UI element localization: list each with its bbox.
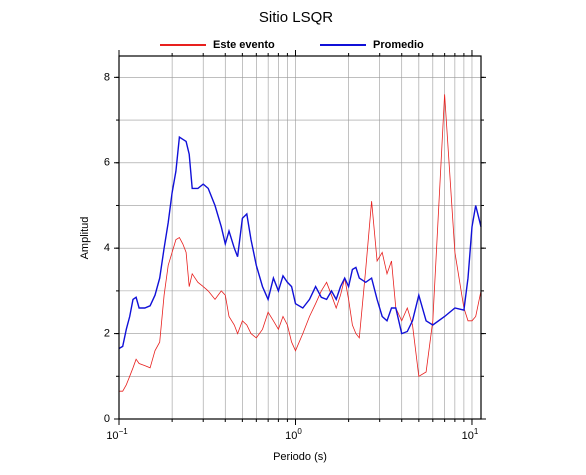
y-tick-label: 2 xyxy=(104,327,110,339)
legend-label: Este evento xyxy=(213,39,275,51)
x-tick-exponent: −1 xyxy=(119,427,129,436)
y-axis-label: Amplitud xyxy=(79,217,91,260)
x-tick-base: 10 xyxy=(462,430,474,442)
x-axis-label: Periodo (s) xyxy=(273,451,327,463)
x-tick-label: 101 xyxy=(462,427,479,442)
x-tick-base: 10 xyxy=(285,430,297,442)
y-tick-label: 8 xyxy=(104,71,110,83)
plot-frame xyxy=(118,55,482,420)
x-tick-label: 10−1 xyxy=(106,427,128,442)
legend-label: Promedio xyxy=(373,39,424,51)
chart-title: Sitio LSQR xyxy=(259,9,333,26)
x-tick-exponent: 0 xyxy=(297,427,302,436)
y-tick-label: 6 xyxy=(104,157,110,169)
x-tick-exponent: 1 xyxy=(474,427,479,436)
y-tick-label: 4 xyxy=(104,242,110,254)
y-tick-label: 0 xyxy=(104,413,110,425)
data-line xyxy=(118,135,482,350)
x-tick-base: 10 xyxy=(106,430,118,442)
x-tick-label: 100 xyxy=(285,427,302,442)
data-line xyxy=(119,94,482,392)
